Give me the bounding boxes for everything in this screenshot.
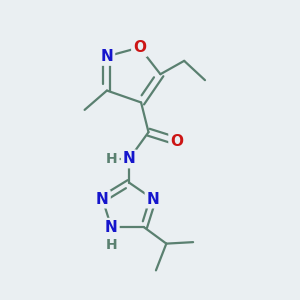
Text: N: N <box>100 49 113 64</box>
Text: H: H <box>106 152 118 166</box>
Text: N: N <box>96 191 109 206</box>
Text: O: O <box>170 134 183 148</box>
Text: N: N <box>147 191 159 206</box>
Text: N: N <box>123 152 136 166</box>
Text: N: N <box>105 220 118 235</box>
Text: H: H <box>106 238 117 251</box>
Text: O: O <box>133 40 146 55</box>
